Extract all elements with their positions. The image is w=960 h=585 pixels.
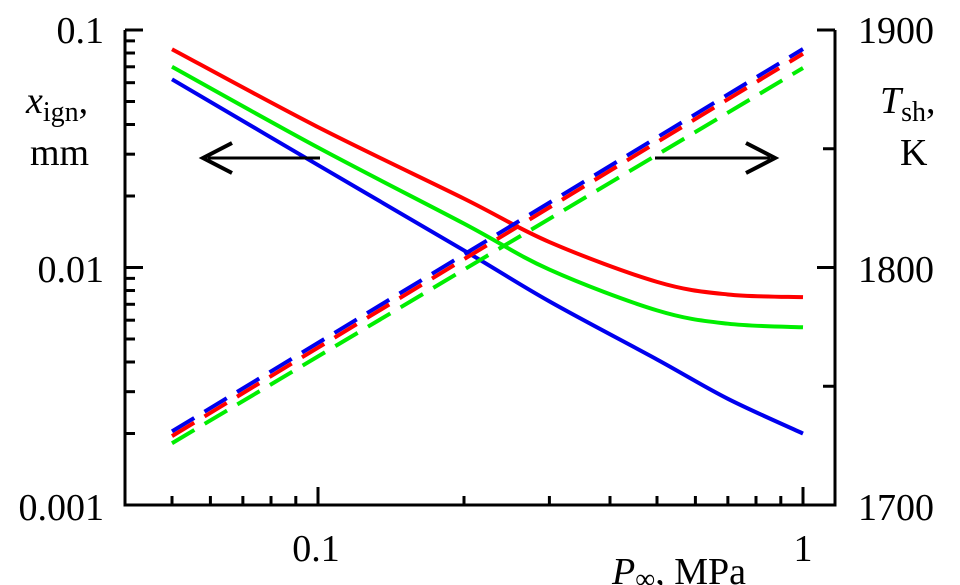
y-right-label-var: T: [880, 80, 904, 122]
y-left-tick-label-0.1: 0.1: [57, 10, 105, 52]
ignition-distance-line-0: [171, 47, 804, 300]
shock-temperature-line-4: [170, 52, 805, 438]
x-label-var: P: [611, 551, 635, 585]
y-right-tick-label-1700: 1700: [858, 487, 934, 529]
y-right-tick-label-1800: 1800: [858, 249, 934, 291]
series-group: [170, 47, 805, 445]
y-left-axis-label: xign,: [25, 80, 88, 128]
y-right-axis-unit: K: [900, 132, 928, 174]
y-left-label-sub: ign: [43, 97, 79, 128]
x-label-unit: , MPa: [655, 551, 746, 585]
y-left-tick-label-0.01: 0.01: [38, 249, 105, 291]
ignition-distance-line-1: [171, 65, 804, 330]
y-left-tick-label-0.001: 0.001: [19, 487, 105, 529]
x-axis-label: P∞, MPa: [611, 551, 746, 585]
axes: [123, 28, 837, 507]
y-right-tick-label-1900: 1900: [858, 10, 934, 52]
x-tick-label-0.1: 0.1: [292, 528, 340, 570]
y-left-axis-unit: mm: [30, 132, 89, 174]
y-right-label-comma: ,: [926, 80, 936, 122]
y-right-axis-label: Tsh,: [880, 80, 936, 128]
annotation-arrows: [198, 141, 780, 175]
y-right-label-sub: sh: [901, 97, 926, 128]
y-left-label-comma: ,: [79, 80, 89, 122]
right-arrow-head: [745, 141, 780, 175]
left-arrow-head: [198, 141, 233, 175]
x-label-sub: ∞: [635, 564, 655, 585]
shock-temperature-line-3: [170, 47, 805, 434]
x-tick-label-1: 1: [794, 528, 813, 570]
y-left-label-var: x: [25, 80, 43, 122]
shock-temperature-line-5: [170, 66, 805, 445]
